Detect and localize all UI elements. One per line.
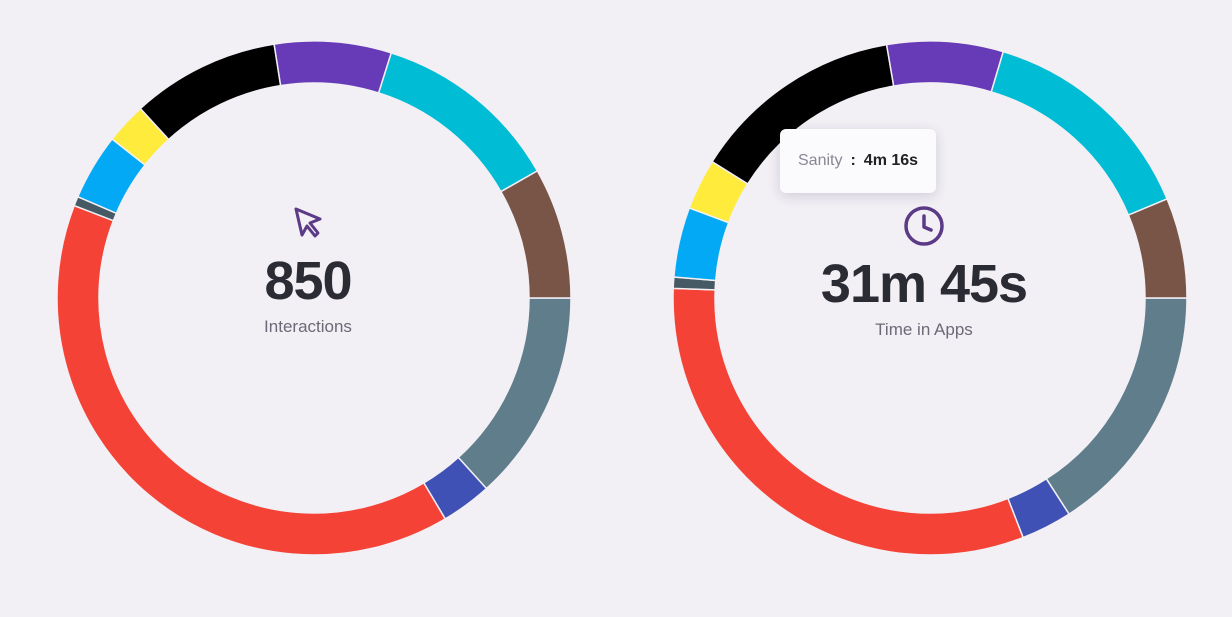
donut-segment-1-8[interactable] bbox=[990, 50, 1169, 217]
donut-segment-0-9[interactable] bbox=[499, 169, 572, 299]
donut-segment-0-8[interactable] bbox=[377, 51, 539, 193]
tooltip-app-time: 4m 16s bbox=[863, 152, 919, 169]
donut-segment-0-0[interactable] bbox=[457, 297, 572, 490]
donut-segment-1-9[interactable] bbox=[1127, 197, 1188, 299]
time-in-apps-donut-chart: 31m 45s Time in Apps Sanity : 4m 16s bbox=[616, 0, 1232, 617]
segment-tooltip: Sanity : 4m 16s bbox=[780, 129, 937, 193]
interactions-donut-chart: 850 Interactions bbox=[56, 40, 572, 556]
tooltip-separator: : bbox=[850, 152, 856, 169]
donut-segment-1-2[interactable] bbox=[672, 287, 1025, 556]
donut-segment-0-7[interactable] bbox=[273, 40, 393, 94]
time-in-apps-donut-ring bbox=[672, 40, 1188, 556]
interactions-donut-ring bbox=[56, 40, 572, 556]
tooltip-app-name: Sanity bbox=[798, 152, 843, 169]
donut-segment-1-7[interactable] bbox=[885, 40, 1005, 93]
donut-segment-0-6[interactable] bbox=[139, 43, 282, 141]
donut-segment-1-0[interactable] bbox=[1045, 297, 1188, 516]
donut-segment-0-2[interactable] bbox=[56, 204, 447, 556]
